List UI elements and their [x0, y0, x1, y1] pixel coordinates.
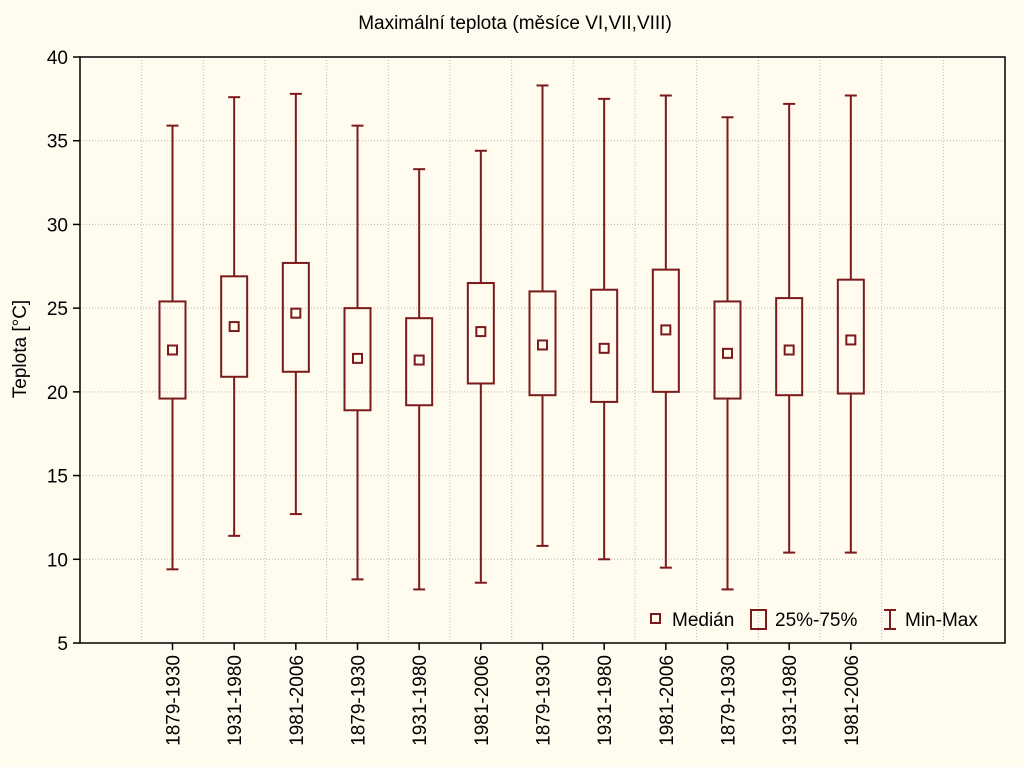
median-marker — [167, 344, 178, 356]
x-tick-label: 1879-1930 — [349, 655, 370, 746]
y-tick-label: 40 — [47, 48, 68, 69]
iqr-box — [775, 297, 804, 397]
median-marker — [845, 334, 857, 346]
y-tick-label: 20 — [47, 383, 68, 404]
box-2 — [220, 96, 249, 537]
median-marker — [352, 352, 363, 364]
iqr-box — [466, 282, 495, 385]
x-tick-label: 1879-1930 — [534, 655, 555, 746]
iqr-box — [651, 268, 680, 393]
box-7 — [528, 84, 557, 547]
legend-whisker-symbol — [884, 609, 896, 630]
median-marker — [783, 344, 795, 356]
legend-box-symbol — [750, 609, 767, 630]
x-tick-label: 1879-1930 — [164, 655, 185, 746]
legend-median-label: Medián — [672, 610, 734, 631]
median-marker — [413, 354, 425, 366]
legend: Medián 25%-75% Min-Max — [650, 609, 978, 631]
legend-whisker-label: Min-Max — [905, 610, 978, 631]
iqr-box — [158, 300, 187, 400]
iqr-box — [590, 288, 619, 403]
y-tick-label: 30 — [47, 215, 68, 236]
y-tick-label: 10 — [47, 550, 68, 571]
box-5 — [405, 168, 434, 591]
x-tick-label: 1981-2006 — [842, 655, 863, 746]
box-10 — [713, 116, 742, 591]
y-tick-label: 15 — [47, 467, 68, 488]
legend-box-label: 25%-75% — [775, 610, 857, 631]
y-tick-label: 5 — [57, 634, 68, 655]
box-12 — [836, 94, 865, 554]
x-tick-label: 1931-1980 — [595, 655, 616, 746]
median-marker — [660, 324, 672, 336]
median-marker — [537, 339, 548, 351]
x-tick-label: 1931-1980 — [780, 655, 801, 746]
x-tick-label: 1879-1930 — [719, 655, 740, 746]
box-6 — [466, 149, 495, 584]
iqr-box — [836, 278, 865, 395]
iqr-box — [220, 275, 249, 378]
median-marker — [228, 321, 240, 333]
box-series — [158, 84, 865, 591]
box-9 — [651, 94, 680, 569]
median-marker — [722, 347, 733, 359]
box-4 — [343, 124, 372, 581]
box-11 — [775, 102, 804, 554]
iqr-box — [281, 261, 310, 373]
x-tick-label: 1981-2006 — [657, 655, 678, 746]
box-1 — [158, 124, 187, 571]
iqr-box — [713, 300, 742, 400]
median-marker — [290, 307, 302, 319]
median-marker — [475, 326, 487, 338]
legend-median-symbol — [650, 613, 661, 624]
y-axis-label: Teplota [°C] — [10, 300, 31, 398]
chart-title: Maximální teplota (měsíce VI,VII,VIII) — [358, 13, 672, 34]
iqr-box — [343, 307, 372, 412]
x-tick-label: 1931-1980 — [225, 655, 246, 746]
axes: 5 10 15 20 25 30 35 40 1879-1930 1931-1980 1981-20… — [47, 48, 863, 746]
x-tick-label: 1931-1980 — [410, 655, 431, 746]
iqr-box — [405, 317, 434, 407]
iqr-box — [528, 290, 557, 397]
box-3 — [281, 92, 310, 516]
y-tick-label: 25 — [47, 299, 68, 320]
x-tick-label: 1981-2006 — [472, 655, 493, 746]
median-marker — [598, 342, 610, 354]
x-tick-label: 1981-2006 — [287, 655, 308, 746]
y-tick-label: 35 — [47, 132, 68, 153]
box-8 — [590, 97, 619, 561]
